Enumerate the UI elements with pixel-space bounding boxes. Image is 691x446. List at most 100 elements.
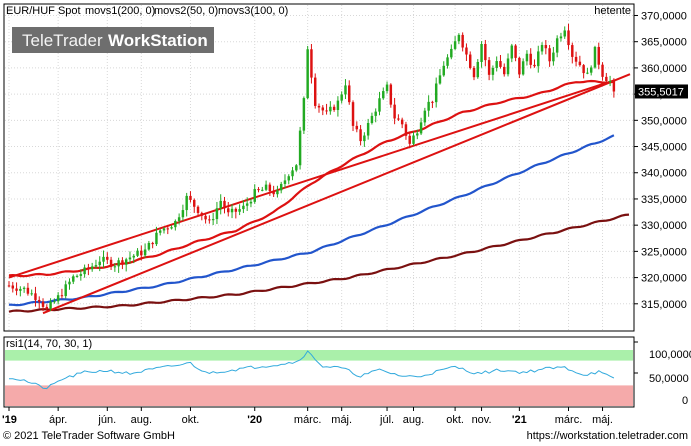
- x-tick-label: márc.: [294, 414, 322, 426]
- candle-body: [132, 255, 135, 258]
- candle-body: [472, 67, 476, 78]
- candle-body: [533, 64, 536, 67]
- candle-body: [34, 293, 37, 300]
- candle-body: [98, 261, 101, 266]
- candle-body: [313, 77, 317, 106]
- candle-body: [53, 301, 56, 303]
- candle-body: [487, 60, 491, 75]
- candle-body: [7, 285, 11, 287]
- candle-body: [49, 301, 52, 309]
- logo-text-workstation: WorkStation: [108, 31, 208, 50]
- candle-body: [68, 281, 71, 285]
- candle-body: [465, 47, 468, 55]
- candle-body: [196, 206, 200, 213]
- x-tick-label: jún.: [97, 414, 116, 426]
- candle-body: [404, 124, 408, 136]
- candle-body: [147, 242, 151, 250]
- price-tick-label: 365,0000: [641, 37, 687, 49]
- candle-body: [351, 102, 355, 126]
- price-tick-label: 360,0000: [641, 63, 687, 75]
- indicator-movs1: movs1(200, 0): [85, 5, 155, 17]
- candle-body: [87, 267, 90, 270]
- candle-body: [56, 295, 60, 302]
- candle-body: [461, 34, 464, 48]
- candle-body: [287, 176, 290, 181]
- rsi-oversold-zone: [5, 385, 633, 406]
- candle-body: [181, 210, 185, 218]
- candle-body: [279, 183, 283, 191]
- candle-body: [166, 228, 170, 230]
- ma-line-2: [8, 79, 615, 278]
- moving-average-lines: [8, 79, 630, 313]
- candle-body: [200, 212, 204, 216]
- rsi-path: [8, 350, 615, 390]
- candle-body: [185, 195, 188, 211]
- candle-body: [227, 208, 230, 213]
- price-tick-label: 370,0000: [641, 10, 687, 22]
- candle-body: [374, 111, 377, 116]
- candle-body: [529, 53, 532, 65]
- candle-body: [423, 110, 427, 123]
- rsi-tick-50: 50,0000: [649, 373, 689, 385]
- candle-body: [117, 260, 120, 267]
- x-tick-label: aug.: [403, 414, 424, 426]
- candle-body: [506, 58, 510, 75]
- candle-body: [223, 200, 226, 209]
- rsi-label: rsi1(14, 70, 30, 1): [6, 338, 92, 350]
- x-tick-label: júl.: [379, 414, 394, 426]
- candle-body: [563, 30, 566, 37]
- candle-body: [109, 259, 113, 267]
- candle-body: [514, 45, 517, 58]
- candle-body: [158, 230, 162, 233]
- candle-body: [457, 34, 461, 42]
- candle-body: [450, 48, 453, 58]
- candle-body: [253, 189, 256, 202]
- candle-body: [476, 61, 480, 78]
- candle-body: [521, 61, 525, 75]
- candle-body: [419, 122, 423, 134]
- x-tick-label: '19: [2, 414, 17, 426]
- candle-body: [348, 85, 351, 103]
- indicator-movs3: movs3(100, 0): [218, 5, 288, 17]
- candle-body: [525, 53, 529, 62]
- rsi-tick-100: 100,0000: [649, 349, 691, 361]
- candle-body: [332, 106, 336, 110]
- current-price-value: 355,5017: [638, 86, 684, 98]
- candle-body: [597, 46, 600, 65]
- trendline-2: [8, 79, 615, 279]
- candle-body: [608, 80, 612, 82]
- candle-body: [79, 274, 83, 276]
- rsi-zones: [5, 341, 638, 406]
- candle-body: [412, 135, 415, 144]
- candle-body: [22, 287, 26, 289]
- candle-body: [291, 170, 294, 177]
- candle-body: [408, 135, 411, 144]
- x-tick-label: máj.: [331, 414, 352, 426]
- candle-body: [121, 260, 124, 265]
- candle-body: [64, 284, 67, 297]
- candle-body: [555, 38, 559, 53]
- candle-body: [272, 191, 275, 195]
- candle-body: [416, 133, 419, 136]
- candle-body: [389, 84, 393, 105]
- candle-body: [215, 208, 219, 220]
- candle-body: [174, 220, 177, 228]
- price-tick-label: 325,0000: [641, 246, 687, 258]
- candle-body: [393, 104, 396, 119]
- candle-body: [578, 61, 582, 66]
- candle-body: [72, 276, 75, 282]
- trendline-1: [42, 73, 631, 315]
- ma-line-1: [8, 213, 630, 313]
- logo-background: [12, 27, 214, 53]
- footer-url[interactable]: https://workstation.teletrader.com: [526, 430, 688, 442]
- candle-body: [230, 208, 234, 213]
- candle-body: [140, 250, 143, 256]
- candle-body: [208, 219, 211, 221]
- candle-body: [484, 43, 487, 61]
- candle-body: [453, 41, 457, 49]
- candle-body: [38, 299, 41, 302]
- candle-body: [510, 45, 514, 59]
- candle-body: [366, 123, 370, 136]
- candle-body: [295, 165, 298, 171]
- candle-body: [306, 49, 309, 99]
